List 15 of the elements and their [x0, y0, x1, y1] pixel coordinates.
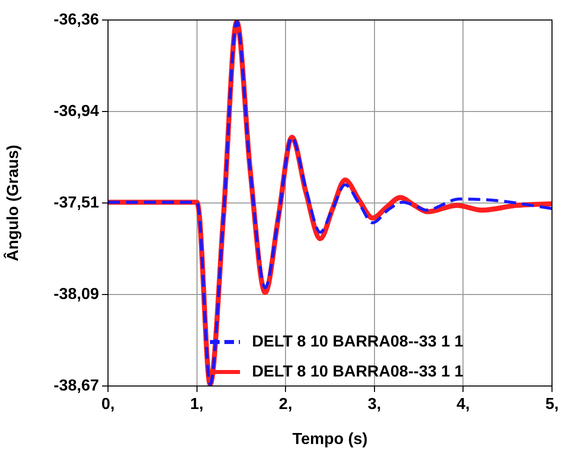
legend-label: DELT 8 10 BARRA08--33 1 1 — [252, 363, 464, 380]
x-tick-label: 2, — [278, 396, 292, 414]
x-tick-label: 3, — [368, 396, 382, 414]
y-axis-title: Ângulo (Graus) — [3, 144, 22, 262]
y-tick-label: -38,09 — [54, 286, 100, 303]
x-tick-label: 4, — [456, 396, 470, 414]
x-axis-title: Tempo (s) — [292, 430, 368, 448]
x-tick-label: 1, — [190, 396, 204, 414]
x-tick-label: 5, — [545, 396, 559, 414]
legend-label: DELT 8 10 BARRA08--33 1 1 — [252, 333, 464, 350]
y-tick-label: -36,36 — [54, 11, 100, 28]
x-tick-label: 0, — [101, 396, 115, 414]
y-tick-label: -38,67 — [54, 377, 100, 394]
y-tick-label: -36,94 — [54, 102, 100, 120]
y-tick-label: -37,51 — [54, 194, 100, 212]
